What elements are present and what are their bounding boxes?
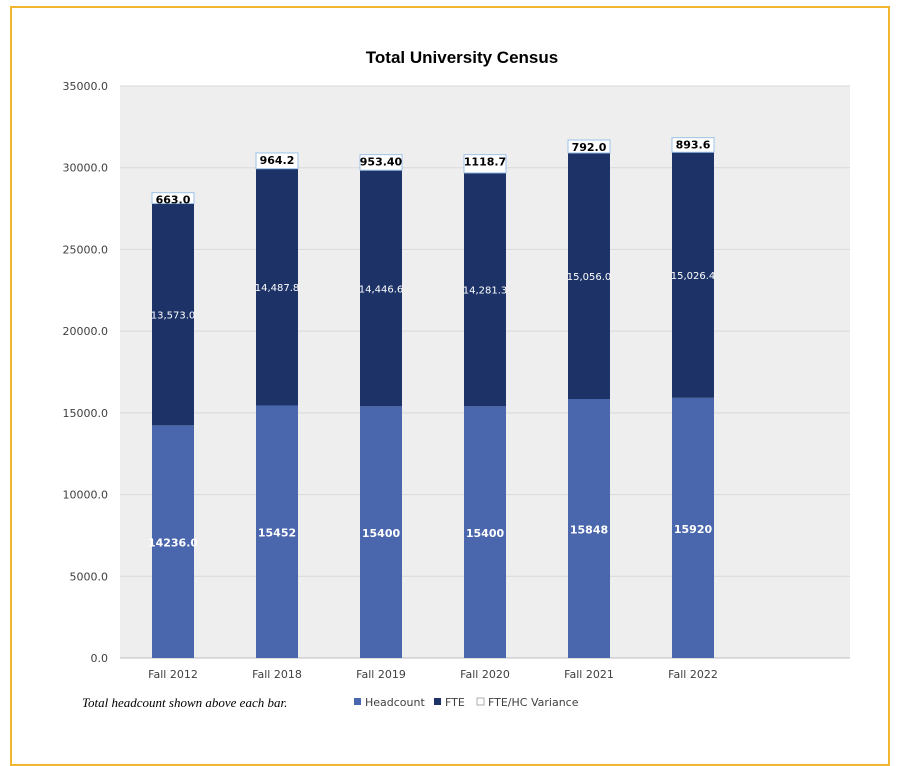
data-label-fte: 14,487.8: [255, 283, 300, 294]
bar-headcount: [256, 405, 298, 658]
data-label-headcount: 14236.0: [148, 537, 198, 550]
data-label-headcount: 15400: [466, 527, 505, 540]
bar-variance: [567, 139, 611, 154]
legend-label: FTE/HC Variance: [488, 696, 579, 709]
bar-fte: [464, 172, 506, 407]
y-tick-label: 35000.0: [63, 80, 109, 93]
x-tick-label: Fall 2019: [356, 668, 406, 681]
y-tick-label: 15000.0: [63, 407, 109, 420]
data-label-variance: 964.2: [260, 154, 295, 167]
bar-fte: [256, 168, 298, 406]
bar-variance: [463, 154, 507, 174]
x-tick-label: Fall 2020: [460, 668, 510, 681]
y-axis-ticks: 0.0 5000.0 10000.0 15000.0 20000.0 25000.0 300…: [63, 80, 109, 665]
y-tick-label: 25000.0: [63, 243, 109, 256]
legend: Headcount FTE FTE/HC Variance: [354, 696, 579, 709]
bar-headcount: [672, 397, 714, 658]
chart-svg: 0.0 5000.0 10000.0 15000.0 20000.0 25000.0 300…: [63, 48, 850, 710]
x-tick-label: Fall 2022: [668, 668, 718, 681]
x-tick-label: Fall 2021: [564, 668, 614, 681]
y-tick-label: 10000.0: [63, 489, 109, 502]
data-label-fte: 14,281.3: [463, 286, 508, 297]
bar-variance: [255, 152, 299, 170]
data-label-headcount: 15452: [258, 527, 296, 540]
data-label-fte: 14,446.6: [359, 284, 404, 295]
data-label-headcount: 15848: [570, 523, 608, 536]
legend-label: FTE: [445, 696, 465, 709]
bars: 14236.0 13,573.0 663.0 15452 14,487.8 964.2 15…: [148, 137, 716, 658]
data-label-variance: 792.0: [572, 141, 607, 154]
x-tick-label: Fall 2018: [252, 668, 302, 681]
bar-variance: [151, 192, 195, 205]
y-tick-label: 20000.0: [63, 325, 109, 338]
legend-swatch: [434, 698, 441, 705]
x-tick-label: Fall 2012: [148, 668, 198, 681]
bar-headcount: [568, 398, 610, 658]
data-label-variance: 663.0: [156, 194, 191, 207]
x-axis-ticks: Fall 2012 Fall 2018 Fall 2019 Fall 2020 Fall…: [148, 668, 718, 681]
data-label-variance: 953.40: [360, 156, 403, 169]
data-label-fte: 15,056.0: [567, 272, 612, 283]
bar-fte: [672, 152, 714, 398]
bar-fte: [152, 203, 194, 426]
bar-fte: [360, 170, 402, 407]
bar-variance: [671, 137, 715, 153]
chart-title: Total University Census: [366, 48, 558, 67]
data-label-headcount: 15400: [362, 527, 401, 540]
data-label-variance: 893.6: [676, 139, 711, 152]
legend-swatch: [354, 698, 361, 705]
legend-swatch: [476, 697, 485, 706]
footnote: Total headcount shown above each bar.: [82, 695, 287, 710]
data-label-fte: 13,573.0: [151, 310, 196, 321]
bar-headcount: [152, 425, 194, 658]
bar-headcount: [360, 406, 402, 658]
y-tick-label: 0.0: [91, 652, 109, 665]
data-label-headcount: 15920: [674, 523, 713, 536]
legend-label: Headcount: [365, 696, 425, 709]
y-tick-label: 30000.0: [63, 162, 109, 175]
y-tick-label: 5000.0: [70, 570, 109, 583]
bar-headcount: [464, 406, 506, 658]
data-label-fte: 15,026.4: [671, 271, 716, 282]
data-label-variance: 1118.7: [464, 156, 506, 169]
bar-fte: [568, 152, 610, 399]
bar-variance: [359, 154, 403, 171]
